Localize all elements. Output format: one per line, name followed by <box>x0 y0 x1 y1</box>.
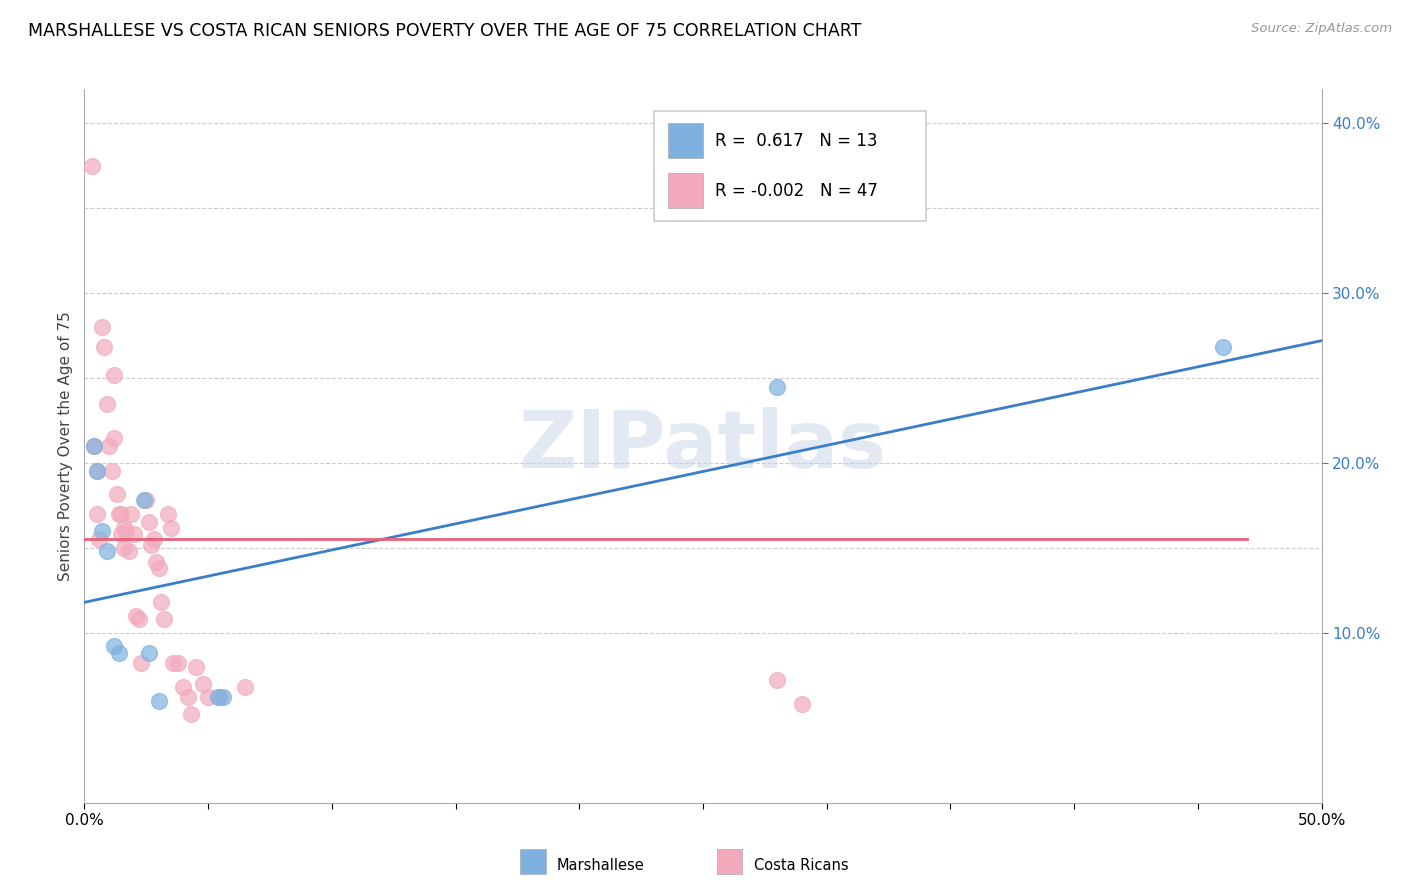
Point <box>96 544 118 558</box>
Point <box>125 608 148 623</box>
Point <box>184 660 207 674</box>
Point <box>86 465 108 479</box>
Text: Source: ZipAtlas.com: Source: ZipAtlas.com <box>1251 22 1392 36</box>
Point <box>105 486 128 500</box>
Point <box>152 612 174 626</box>
Point <box>120 507 142 521</box>
Point <box>212 690 235 705</box>
Point <box>128 612 150 626</box>
Point <box>207 690 229 705</box>
Point <box>157 507 180 521</box>
Text: R =  0.617   N = 13: R = 0.617 N = 13 <box>716 132 877 150</box>
Point <box>162 657 184 671</box>
Text: R = -0.002   N = 47: R = -0.002 N = 47 <box>716 182 879 200</box>
Point <box>115 524 138 538</box>
Point <box>118 544 141 558</box>
Point <box>83 439 105 453</box>
Point <box>138 646 160 660</box>
Text: ZIPatlas: ZIPatlas <box>519 407 887 485</box>
Point <box>122 527 145 541</box>
Text: Costa Ricans: Costa Ricans <box>754 858 848 872</box>
Point <box>145 555 167 569</box>
Point <box>103 640 125 654</box>
Point <box>138 516 160 530</box>
Point <box>766 379 789 393</box>
Point <box>90 524 112 538</box>
Text: Marshallese: Marshallese <box>557 858 644 872</box>
Point <box>141 537 163 551</box>
Point <box>89 533 111 547</box>
Point <box>132 493 155 508</box>
Point <box>93 341 115 355</box>
Point <box>98 439 121 453</box>
Point <box>1212 341 1234 355</box>
Point <box>172 680 194 694</box>
Point <box>83 439 105 453</box>
Point <box>197 690 219 705</box>
Point <box>100 465 122 479</box>
Point <box>209 690 232 705</box>
Point <box>80 159 103 173</box>
Point <box>180 707 202 722</box>
Point <box>96 396 118 410</box>
Point <box>177 690 200 705</box>
Point <box>108 646 131 660</box>
Point <box>766 673 789 688</box>
Point <box>150 595 173 609</box>
Point <box>160 520 183 534</box>
Point <box>233 680 256 694</box>
Point <box>103 368 125 382</box>
FancyBboxPatch shape <box>668 173 703 209</box>
Point <box>112 520 135 534</box>
Point <box>129 657 152 671</box>
Point <box>191 677 214 691</box>
Point <box>86 465 108 479</box>
Y-axis label: Seniors Poverty Over the Age of 75: Seniors Poverty Over the Age of 75 <box>58 311 73 581</box>
Point <box>103 430 125 444</box>
Text: MARSHALLESE VS COSTA RICAN SENIORS POVERTY OVER THE AGE OF 75 CORRELATION CHART: MARSHALLESE VS COSTA RICAN SENIORS POVER… <box>28 22 862 40</box>
Point <box>86 507 108 521</box>
Point <box>148 561 170 575</box>
Point <box>90 320 112 334</box>
FancyBboxPatch shape <box>654 111 925 221</box>
Point <box>790 698 813 712</box>
Point <box>167 657 190 671</box>
Point <box>142 533 165 547</box>
Point <box>135 493 157 508</box>
Point <box>110 527 132 541</box>
Point <box>148 694 170 708</box>
Point <box>108 507 131 521</box>
FancyBboxPatch shape <box>668 123 703 159</box>
Point <box>110 507 132 521</box>
Point <box>112 541 135 555</box>
